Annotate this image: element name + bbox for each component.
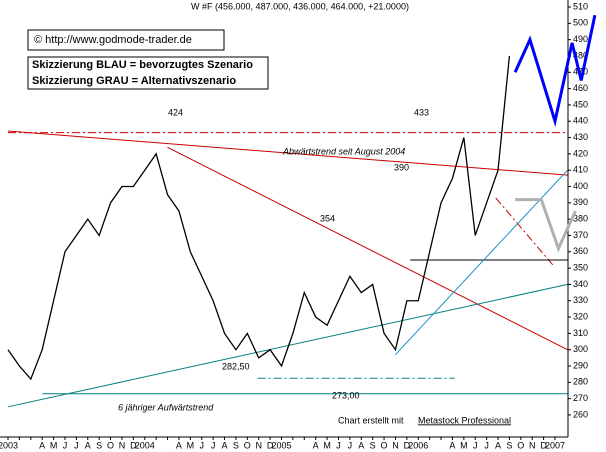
x-tick-label: J	[336, 440, 341, 450]
x-tick-label: J	[211, 440, 216, 450]
x-tick-label: N	[392, 440, 399, 450]
trend-line	[7, 283, 568, 408]
x-tick-label: A	[495, 440, 501, 450]
url-box	[27, 29, 225, 51]
x-tick-label: O	[244, 440, 251, 450]
y-tick-label: 300	[573, 344, 588, 354]
y-tick-label: 290	[573, 360, 588, 370]
x-tick-label: 2005	[271, 440, 291, 450]
x-tick-label: D	[267, 440, 274, 450]
x-tick-label: D	[540, 440, 547, 450]
x-tick-label: N	[255, 440, 262, 450]
y-tick-label: 270	[573, 393, 588, 403]
x-tick-label: D	[404, 440, 411, 450]
x-tick-label: A	[176, 440, 182, 450]
y-tick-label: 320	[573, 311, 588, 321]
price-line	[7, 55, 511, 381]
x-tick-label: M	[323, 440, 331, 450]
trend-line	[395, 169, 568, 355]
trend-line	[495, 197, 554, 266]
y-tick-label: 420	[573, 148, 588, 158]
x-tick-label: S	[506, 440, 512, 450]
y-tick-label: 490	[573, 34, 588, 44]
x-tick-label: J	[74, 440, 79, 450]
x-tick-label: S	[96, 440, 102, 450]
x-tick-label: S	[370, 440, 376, 450]
annotation: 354	[320, 213, 335, 223]
x-tick-label: A	[85, 440, 91, 450]
credit: Chart erstellt mit	[338, 415, 404, 425]
x-tick-label: M	[50, 440, 58, 450]
y-tick-label: 450	[573, 99, 588, 109]
scenario-line	[515, 198, 577, 253]
annotation: 273,00	[332, 390, 360, 400]
y-tick-label: 260	[573, 409, 588, 419]
x-tick-label: A	[313, 440, 319, 450]
credit-link: Metastock Professional	[418, 415, 511, 425]
x-tick-label: A	[449, 440, 455, 450]
x-tick-label: 2004	[135, 440, 155, 450]
y-tick-label: 410	[573, 165, 588, 175]
x-tick-label: M	[187, 440, 195, 450]
y-tick-label: 380	[573, 214, 588, 224]
x-tick-label: J	[199, 440, 204, 450]
trend-line	[7, 130, 568, 176]
y-tick-label: 430	[573, 132, 588, 142]
x-tick-label: J	[348, 440, 353, 450]
x-tick-label: N	[119, 440, 126, 450]
chart-title: W #F (456.000, 487.000, 436.000, 464.000…	[191, 1, 409, 11]
annotation: 6 jähriger Aufwärtstrend	[118, 402, 214, 412]
x-tick-label: S	[233, 440, 239, 450]
y-tick-label: 400	[573, 181, 588, 191]
y-tick-label: 280	[573, 377, 588, 387]
x-tick-label: O	[517, 440, 524, 450]
legend-box	[27, 56, 269, 90]
annotation: 433	[414, 107, 429, 117]
x-tick-label: 2006	[408, 440, 428, 450]
x-tick-label: A	[39, 440, 45, 450]
y-tick-label: 350	[573, 262, 588, 272]
x-tick-label: A	[358, 440, 364, 450]
y-tick-label: 360	[573, 246, 588, 256]
y-tick-label: 310	[573, 328, 588, 338]
y-tick-label: 510	[573, 1, 588, 11]
scenario-line	[513, 14, 597, 128]
y-tick-label: 340	[573, 279, 588, 289]
x-tick-label: J	[473, 440, 478, 450]
x-tick-label: N	[529, 440, 536, 450]
x-tick-label: 2007	[545, 440, 565, 450]
annotation: 390	[394, 162, 409, 172]
url-text: © http://www.godmode-trader.de	[34, 34, 192, 46]
x-tick-label: J	[484, 440, 489, 450]
x-tick-label: D	[130, 440, 137, 450]
annotation: 424	[168, 107, 183, 117]
trend-line	[167, 146, 568, 351]
annotation: Abwärtstrend seit August 2004	[282, 146, 405, 156]
x-tick-label: A	[222, 440, 228, 450]
legend-text: Skizzierung GRAU = Alternativszenario	[32, 75, 236, 87]
y-tick-label: 440	[573, 116, 588, 126]
x-tick-label: 2003	[0, 440, 18, 450]
y-tick-label: 370	[573, 230, 588, 240]
y-tick-label: 330	[573, 295, 588, 305]
annotation: 282,50	[222, 361, 250, 371]
y-tick-label: 480	[573, 50, 588, 60]
x-tick-label: O	[107, 440, 114, 450]
y-tick-label: 390	[573, 197, 588, 207]
x-tick-label: J	[63, 440, 68, 450]
y-tick-label: 500	[573, 18, 588, 28]
legend-text: Skizzierung BLAU = bevorzugtes Szenario	[32, 59, 253, 71]
y-tick-label: 460	[573, 83, 588, 93]
x-tick-label: O	[381, 440, 388, 450]
x-tick-label: M	[460, 440, 468, 450]
